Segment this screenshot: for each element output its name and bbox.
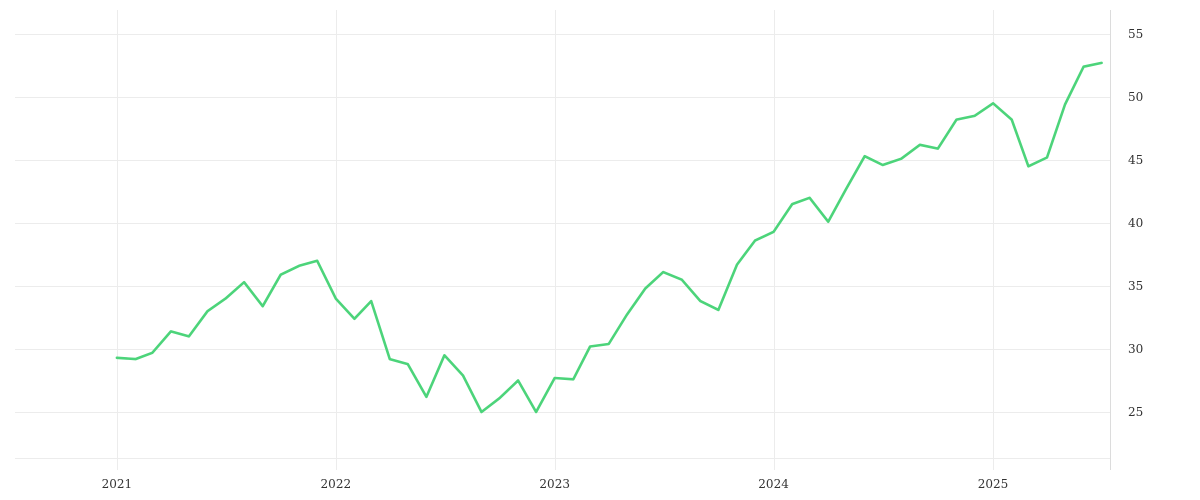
series-layer	[115, 61, 1103, 414]
x-tick-label: 2023	[539, 477, 570, 491]
x-tick-label: 2024	[758, 477, 789, 491]
y-tick-label: 35	[1128, 279, 1143, 293]
y-tick-label: 55	[1128, 27, 1143, 41]
y-axis-tick-labels: 25 30 35 40 45 50 55	[1128, 27, 1143, 419]
y-tick-label: 30	[1128, 342, 1143, 356]
series-line	[115, 61, 1103, 414]
x-axis-tick-labels: 2021 2022 2023 2024 2025	[102, 477, 1009, 491]
x-tick-label: 2022	[321, 477, 352, 491]
y-tick-label: 40	[1128, 216, 1143, 230]
vertical-gridlines	[117, 10, 994, 470]
y-tick-label: 25	[1128, 405, 1143, 419]
y-tick-label: 45	[1128, 153, 1143, 167]
y-tick-label: 50	[1128, 90, 1143, 104]
x-tick-label: 2021	[102, 477, 133, 491]
horizontal-gridlines	[15, 34, 1110, 459]
x-tick-label: 2025	[978, 477, 1009, 491]
